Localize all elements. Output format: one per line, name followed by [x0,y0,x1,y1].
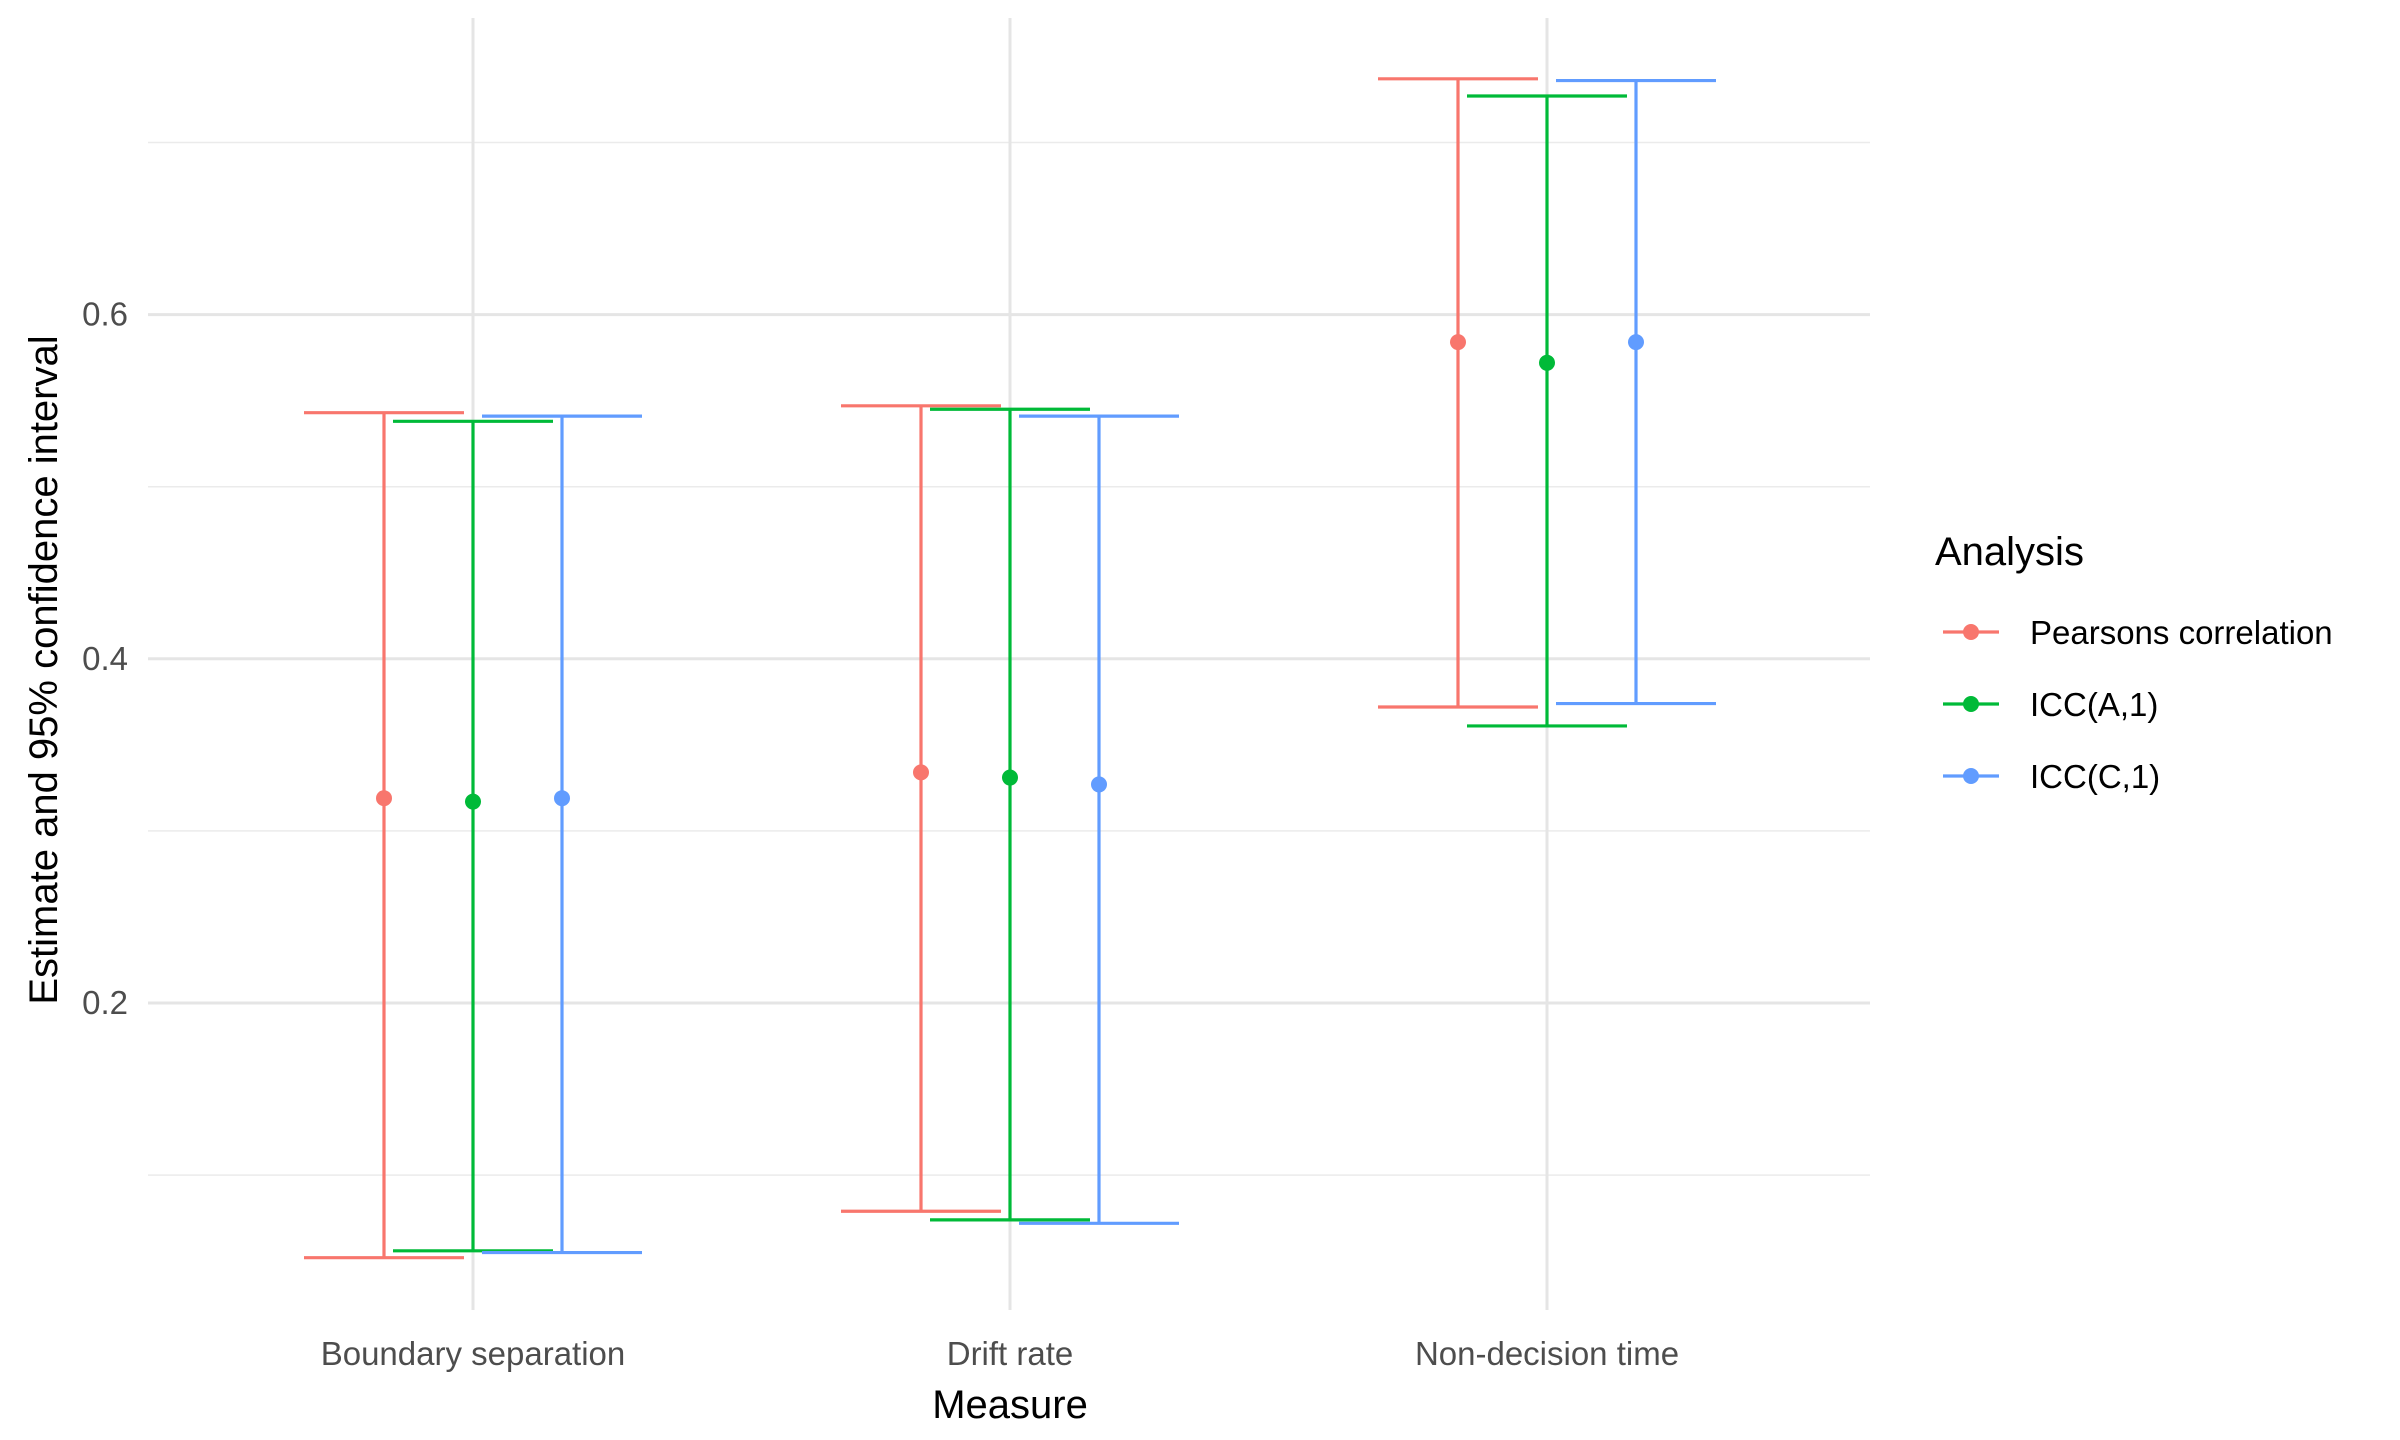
y-tick-label: 0.6 [82,296,128,333]
legend-label: ICC(A,1) [2030,686,2158,723]
chart-marks [304,77,1716,1260]
x-tick-label: Non-decision time [1415,1335,1679,1372]
y-tick-label: 0.4 [82,640,128,677]
estimate-point [554,790,570,807]
x-axis-title: Measure [932,1383,1088,1427]
estimate-point [1002,769,1018,786]
legend-label: ICC(C,1) [2030,758,2160,795]
x-tick-label: Boundary separation [321,1335,626,1372]
x-tick-labels: Boundary separation Drift rate Non-decisio… [321,1335,1679,1372]
legend-label: Pearsons correlation [2030,614,2333,651]
y-tick-labels: 0.2 0.4 0.6 [82,296,128,1021]
legend-key-point [1963,696,1979,712]
legend: Analysis Pearsons correlation ICC(A,1) ICC… [1935,530,2333,795]
series-1 [393,94,1627,1253]
estimate-point [1628,334,1644,351]
legend-key-point [1963,768,1979,784]
estimate-point [1091,776,1107,793]
legend-title: Analysis [1935,530,2084,574]
y-tick-label: 0.2 [82,984,128,1021]
estimate-point [1450,334,1466,351]
estimate-point [376,790,392,807]
x-tick-label: Drift rate [947,1335,1074,1372]
series-2 [482,78,1716,1255]
estimate-point [1539,354,1555,371]
y-axis-title: Estimate and 95% confidence interval [22,335,66,1004]
estimate-point [913,764,929,781]
estimate-point [465,793,481,810]
legend-key-point [1963,624,1979,640]
series-0 [304,77,1538,1260]
